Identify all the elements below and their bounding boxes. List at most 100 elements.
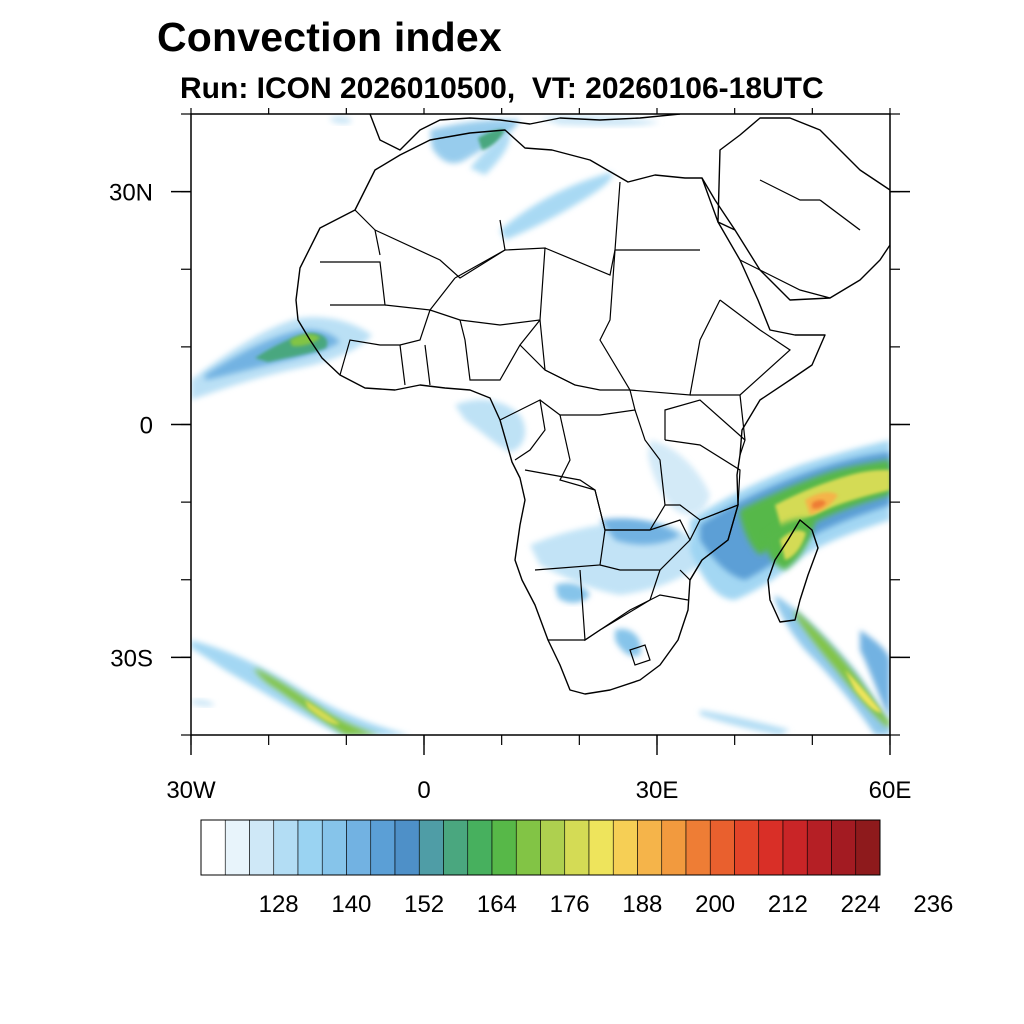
colorbar-swatch bbox=[443, 819, 469, 876]
colorbar-swatch bbox=[540, 819, 566, 876]
border-nigeria bbox=[459, 319, 541, 381]
colorbar-swatch bbox=[637, 819, 663, 876]
colorbar-swatch bbox=[297, 819, 323, 876]
border-drc bbox=[559, 409, 666, 531]
border-morocco-algeria bbox=[354, 209, 381, 256]
border-mali bbox=[384, 277, 456, 311]
colorbar-tick-label: 224 bbox=[841, 891, 881, 918]
red-sea-coast bbox=[701, 177, 736, 231]
africa-coastline bbox=[295, 129, 826, 695]
colorbar-swatch bbox=[685, 819, 711, 876]
colorbar-swatch bbox=[709, 819, 735, 876]
colorbar-tick-label: 164 bbox=[477, 891, 517, 918]
colorbar-swatch bbox=[758, 819, 784, 876]
colorbar-swatch bbox=[273, 819, 299, 876]
border-ethiopia bbox=[690, 299, 791, 396]
border-saudi bbox=[739, 179, 831, 299]
border-mozambique bbox=[679, 503, 739, 581]
border-chad bbox=[539, 319, 576, 386]
border-sudan bbox=[599, 249, 721, 396]
field-botswana bbox=[555, 583, 590, 603]
border-mauritania bbox=[320, 261, 386, 306]
colorbar-tick-label: 128 bbox=[259, 891, 299, 918]
colorbar-swatch bbox=[418, 819, 444, 876]
x-tick-label: 30W bbox=[166, 777, 216, 804]
border-angola bbox=[524, 469, 606, 571]
border-car bbox=[519, 344, 636, 416]
x-tick-label: 30E bbox=[636, 777, 679, 804]
border-niger bbox=[429, 247, 546, 326]
persian-gulf bbox=[819, 199, 861, 231]
colorbar-swatch bbox=[467, 819, 493, 876]
field-south-africa bbox=[615, 628, 641, 657]
colorbar-swatch bbox=[346, 819, 372, 876]
field-mediterranean-core bbox=[478, 129, 505, 150]
colorbar-tick-label: 236 bbox=[913, 891, 953, 918]
field-libya-streak bbox=[500, 172, 613, 240]
madagascar-coastline bbox=[767, 519, 819, 623]
colorbar-swatch bbox=[782, 819, 808, 876]
colorbar-tick-label: 212 bbox=[768, 891, 808, 918]
colorbar-swatch bbox=[734, 819, 760, 876]
field-south-atlantic-peak bbox=[305, 700, 340, 725]
field-south-atlantic-outer bbox=[191, 640, 410, 735]
border-kenya-uganda bbox=[664, 399, 746, 441]
colorbar-tick-label: 200 bbox=[695, 891, 735, 918]
field-sahara-streak bbox=[470, 132, 511, 175]
chart-subtitle: Run: ICON 2026010500, VT: 20260106-18UTC bbox=[180, 72, 824, 105]
axis-ticks: 30W 0 30E 60E 30N 0 30S bbox=[109, 108, 911, 804]
arabian-peninsula-coastline bbox=[717, 117, 890, 301]
y-tick-label: 30S bbox=[110, 645, 153, 672]
field-madagascar-tail-peak bbox=[845, 670, 882, 713]
colorbar-swatch bbox=[661, 819, 687, 876]
field-sw-streak bbox=[192, 699, 215, 707]
border-congo-gabon bbox=[499, 399, 546, 461]
border-libya-egypt bbox=[544, 181, 621, 276]
colorbar-frame bbox=[200, 819, 881, 876]
field-congo bbox=[455, 399, 526, 452]
colorbar-swatch bbox=[831, 819, 857, 876]
europe-coastline bbox=[369, 114, 681, 151]
convection-field bbox=[191, 115, 890, 735]
colorbar-tick-label: 188 bbox=[622, 891, 662, 918]
field-great-lakes bbox=[648, 440, 710, 515]
field-angola-streak bbox=[600, 518, 680, 545]
field-east-southern-edge bbox=[860, 630, 890, 720]
y-tick-label: 0 bbox=[140, 413, 153, 440]
colorbar-swatch bbox=[806, 819, 832, 876]
field-south-ocean-streak bbox=[700, 710, 790, 735]
field-madagascar-north-core bbox=[780, 530, 806, 560]
chart-title: Convection index bbox=[157, 14, 502, 60]
colorbar-tick-label: 140 bbox=[331, 891, 371, 918]
colorbar-swatch bbox=[515, 819, 541, 876]
coastlines bbox=[295, 114, 890, 695]
colorbar-tick-label: 152 bbox=[404, 891, 444, 918]
border-west-africa-small bbox=[339, 309, 431, 376]
border-south-africa bbox=[548, 594, 689, 641]
country-borders bbox=[320, 179, 831, 666]
colorbar: 128 140 152 164 176 188 200 212 224 236 bbox=[200, 819, 953, 918]
colorbar-swatch bbox=[564, 819, 590, 876]
colorbar-tick-label: 176 bbox=[550, 891, 590, 918]
field-atlantic-north bbox=[330, 115, 352, 125]
colorbar-swatch bbox=[394, 819, 420, 876]
colorbar-swatch bbox=[249, 819, 275, 876]
field-west-africa-plume-peak bbox=[290, 334, 320, 347]
colorbar-swatch bbox=[224, 819, 250, 876]
colorbar-swatch bbox=[491, 819, 517, 876]
colorbar-swatch bbox=[321, 819, 347, 876]
colorbar-swatch bbox=[200, 819, 226, 876]
colorbar-swatch bbox=[370, 819, 396, 876]
field-south-atlantic-core bbox=[255, 668, 380, 735]
border-ghana bbox=[399, 344, 431, 386]
colorbar-swatch bbox=[855, 819, 881, 876]
border-algeria bbox=[374, 219, 506, 279]
colorbar-swatch bbox=[588, 819, 614, 876]
x-tick-label: 0 bbox=[417, 777, 430, 804]
colorbar-swatch bbox=[612, 819, 638, 876]
y-tick-label: 30N bbox=[109, 180, 153, 207]
x-tick-label: 60E bbox=[869, 777, 912, 804]
field-indian-ocean-red bbox=[812, 500, 826, 509]
border-lesotho bbox=[629, 644, 651, 666]
